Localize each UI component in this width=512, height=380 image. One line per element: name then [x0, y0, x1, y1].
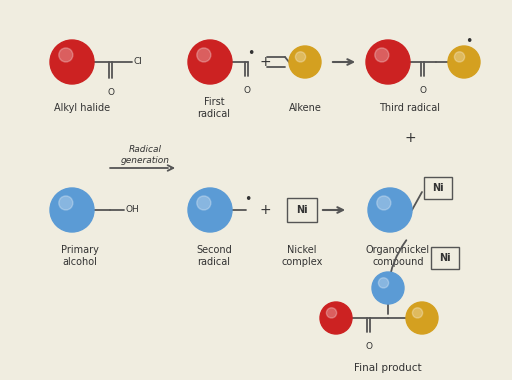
Circle shape [188, 40, 232, 84]
Circle shape [378, 278, 389, 288]
Text: Final product: Final product [354, 363, 422, 373]
Circle shape [188, 188, 232, 232]
Text: Primary
alcohol: Primary alcohol [61, 245, 99, 267]
Text: Organonickel
compound: Organonickel compound [366, 245, 430, 267]
Text: Ni: Ni [439, 253, 451, 263]
Circle shape [455, 52, 465, 62]
Text: Third radical: Third radical [379, 103, 440, 113]
Circle shape [366, 40, 410, 84]
Circle shape [197, 48, 211, 62]
Circle shape [368, 188, 412, 232]
Text: Ni: Ni [296, 205, 308, 215]
Text: Ni: Ni [432, 183, 444, 193]
Circle shape [197, 196, 211, 210]
Circle shape [289, 46, 321, 78]
Text: OH: OH [126, 204, 140, 214]
Text: O: O [244, 86, 250, 95]
Circle shape [372, 272, 404, 304]
Circle shape [59, 48, 73, 62]
Text: O: O [419, 86, 426, 95]
Text: •: • [465, 35, 473, 49]
Circle shape [327, 308, 337, 318]
FancyBboxPatch shape [287, 198, 317, 222]
Text: •: • [247, 48, 254, 60]
Text: Radical
generation: Radical generation [120, 145, 169, 165]
Text: O: O [366, 342, 373, 351]
Text: Cl: Cl [134, 57, 143, 65]
Text: +: + [259, 55, 271, 69]
Text: O: O [108, 88, 115, 97]
FancyBboxPatch shape [431, 247, 459, 269]
Text: +: + [404, 131, 416, 145]
Circle shape [448, 46, 480, 78]
Text: Nickel
complex: Nickel complex [281, 245, 323, 267]
Text: •: • [244, 193, 252, 206]
Text: Alkene: Alkene [289, 103, 322, 113]
Text: First
radical: First radical [198, 97, 230, 119]
Circle shape [406, 302, 438, 334]
Text: +: + [259, 203, 271, 217]
FancyBboxPatch shape [424, 177, 452, 199]
Circle shape [50, 40, 94, 84]
Circle shape [50, 188, 94, 232]
Circle shape [377, 196, 391, 210]
Circle shape [295, 52, 306, 62]
Circle shape [320, 302, 352, 334]
Circle shape [412, 308, 422, 318]
Text: Second
radical: Second radical [196, 245, 232, 267]
Circle shape [59, 196, 73, 210]
Text: Alkyl halide: Alkyl halide [54, 103, 110, 113]
Circle shape [375, 48, 389, 62]
